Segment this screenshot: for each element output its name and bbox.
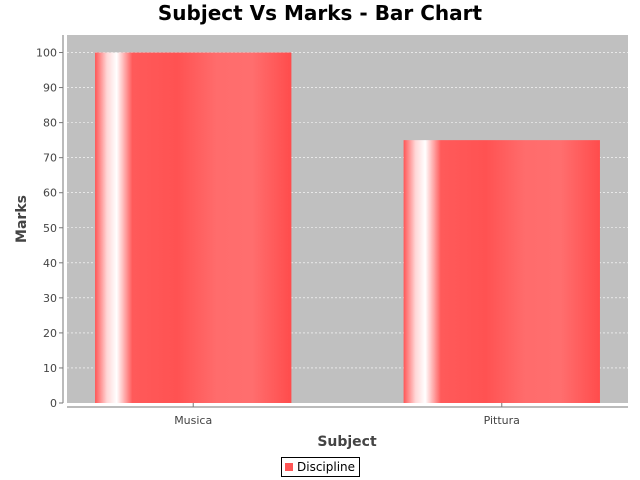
- bars: [95, 52, 600, 404]
- axes: 0 10 20 30 40 50 60 70 80 90 100 Musica Pittura: [36, 35, 628, 427]
- y-tick-label: 70: [43, 152, 57, 165]
- y-tick-label: 60: [43, 187, 57, 200]
- x-tick-label: Musica: [174, 414, 212, 427]
- chart-title: Subject Vs Marks - Bar Chart: [157, 1, 483, 25]
- x-axis-label: Subject: [317, 434, 377, 450]
- y-tick-label: 20: [43, 327, 57, 340]
- bar-pittura: [403, 140, 600, 403]
- y-tick-label: 90: [43, 82, 57, 95]
- y-tick-label: 80: [43, 117, 57, 130]
- y-tick-label: 40: [43, 257, 57, 270]
- legend-swatch: [285, 463, 293, 471]
- y-tick-label: 0: [50, 397, 57, 410]
- x-tick-label: Pittura: [484, 414, 520, 427]
- y-axis-label: Marks: [14, 195, 30, 243]
- y-tick-label: 50: [43, 222, 57, 235]
- legend: Discipline: [281, 457, 361, 477]
- legend-label: Discipline: [297, 460, 356, 474]
- y-tick-label: 100: [36, 47, 57, 60]
- bar-musica: [95, 52, 292, 404]
- y-tick-label: 10: [43, 362, 57, 375]
- y-tick-label: 30: [43, 292, 57, 305]
